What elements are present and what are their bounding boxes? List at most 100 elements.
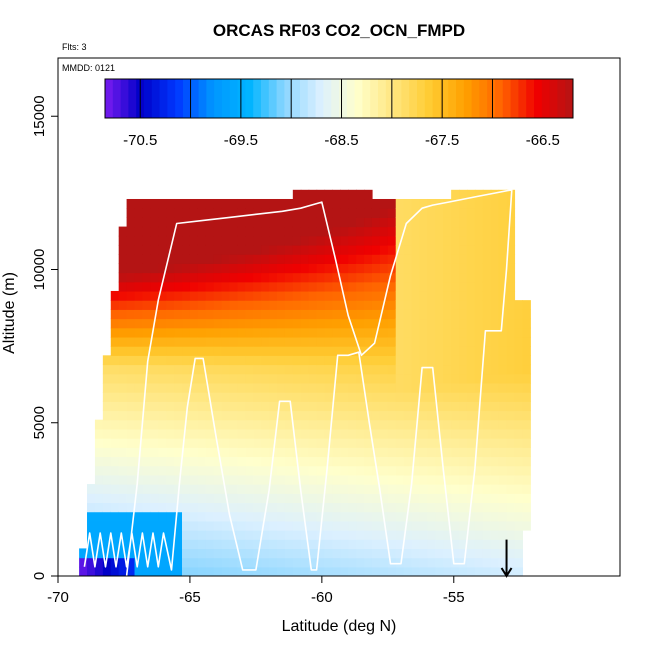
heatmap-cell [356, 263, 365, 274]
heatmap-cell [229, 548, 239, 559]
heatmap-cell [308, 226, 318, 237]
heatmap-cell [261, 254, 270, 264]
heatmap-cell [387, 373, 397, 384]
heatmap-cell [126, 263, 136, 274]
heatmap-cell [134, 438, 144, 448]
heatmap-cell [197, 208, 207, 218]
heatmap-cell [459, 309, 468, 320]
heatmap-cell [498, 428, 508, 439]
heatmap-cell [427, 382, 436, 393]
heatmap-cell [379, 318, 389, 329]
heatmap-cell [379, 263, 389, 274]
heatmap-cell [395, 217, 405, 228]
heatmap-cell [300, 309, 310, 320]
heatmap-cell [348, 548, 357, 559]
heatmap-cell [300, 474, 310, 485]
heatmap-cell [182, 346, 191, 356]
heatmap-cell [395, 263, 405, 274]
heatmap-cell [174, 511, 183, 522]
heatmap-cell [332, 410, 341, 421]
heatmap-cell [142, 493, 151, 504]
heatmap-cell [213, 382, 223, 393]
heatmap-cell [182, 401, 191, 412]
heatmap-cell [411, 484, 421, 494]
heatmap-cell [332, 226, 341, 237]
heatmap-cell [459, 520, 468, 531]
heatmap-cell [443, 474, 452, 485]
heatmap-cell [300, 557, 310, 568]
heatmap-cell [221, 373, 231, 384]
heatmap-cell [189, 336, 199, 347]
heatmap-cell [158, 226, 167, 237]
heatmap-cell [221, 410, 231, 421]
x-tick-label: -65 [179, 589, 201, 606]
heatmap-cell [182, 566, 191, 576]
heatmap-cell [253, 456, 262, 467]
heatmap-cell [284, 235, 294, 246]
heatmap-cell [87, 502, 96, 513]
heatmap-cell [221, 438, 231, 448]
heatmap-cell [324, 364, 334, 375]
heatmap-cell [158, 465, 167, 476]
heatmap-cell [498, 438, 508, 448]
heatmap-cell [435, 364, 444, 375]
heatmap-cell [277, 419, 286, 430]
heatmap-cell [419, 382, 428, 393]
heatmap-cell [459, 364, 468, 375]
heatmap-cell [126, 465, 136, 476]
heatmap-cell [197, 336, 207, 347]
heatmap-cell [459, 254, 468, 264]
colorbar-swatch [315, 79, 324, 118]
heatmap-cell [435, 254, 444, 264]
heatmap-cell [514, 300, 523, 310]
heatmap-cell [419, 465, 428, 476]
heatmap-cell [245, 208, 254, 218]
heatmap-cell [134, 290, 144, 301]
heatmap-cell [237, 539, 246, 550]
heatmap-cell [324, 566, 334, 576]
heatmap-cell [427, 318, 436, 329]
heatmap-cell [87, 566, 96, 576]
colorbar-swatch [518, 79, 527, 118]
heatmap-cell [197, 235, 207, 246]
heatmap-cell [277, 474, 286, 485]
flight-track [83, 189, 513, 576]
heatmap-cell [221, 327, 231, 338]
heatmap-cell [482, 272, 492, 283]
heatmap-cell [269, 244, 278, 255]
heatmap-cell [316, 410, 326, 421]
heatmap-cell [371, 336, 381, 347]
heatmap-cell [466, 346, 476, 356]
heatmap-cell [300, 198, 310, 209]
heatmap-cell [292, 309, 302, 320]
heatmap-cell [205, 484, 215, 494]
heatmap-cell [506, 484, 516, 494]
heatmap-cell [379, 198, 389, 209]
heatmap-cell [118, 290, 128, 301]
heatmap-cell [237, 410, 246, 421]
heatmap-cell [387, 290, 397, 301]
heatmap-cell [498, 474, 508, 485]
heatmap-cell [316, 493, 326, 504]
heatmap-cell [245, 272, 254, 283]
heatmap-cell [158, 520, 167, 531]
heatmap-cell [284, 566, 294, 576]
heatmap-cell [277, 511, 286, 522]
heatmap-cell [459, 493, 468, 504]
heatmap-cell [213, 198, 223, 209]
heatmap-cell [474, 364, 484, 375]
heatmap-cell [292, 566, 302, 576]
heatmap-cell [514, 493, 523, 504]
heatmap-cell [459, 502, 468, 513]
heatmap-cell [435, 309, 444, 320]
heatmap-cell [451, 520, 460, 531]
heatmap-cell [102, 401, 112, 412]
heatmap-cell [126, 438, 136, 448]
heatmap-cell [166, 235, 175, 246]
heatmap-cell [474, 226, 484, 237]
heatmap-cell [403, 520, 413, 531]
heatmap-cell [348, 189, 357, 200]
heatmap-cell [221, 281, 231, 292]
heatmap-cell [348, 493, 357, 504]
heatmap-cell [134, 447, 144, 458]
